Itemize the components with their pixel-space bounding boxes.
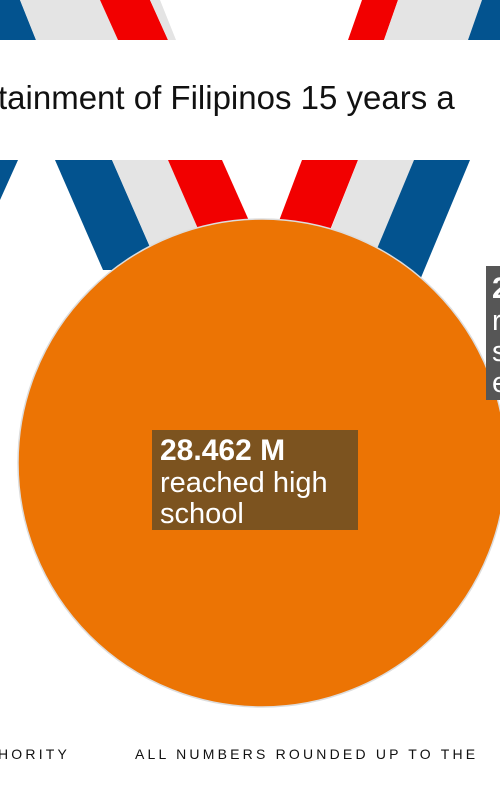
stripe (0, 0, 36, 40)
medal-label: school (160, 498, 244, 530)
side-label: s (492, 336, 500, 368)
stripe (55, 160, 160, 270)
medal-value: 28.462 M (160, 434, 285, 467)
label-box (152, 430, 358, 530)
stripe (348, 0, 398, 40)
side-label: r (492, 305, 500, 337)
stripe (468, 0, 500, 40)
side-box (486, 266, 500, 400)
title: tainment of Filipinos 15 years a (0, 79, 455, 116)
side-label: e (492, 367, 500, 399)
side-value: 2 (492, 272, 500, 305)
medal-label: reached high (160, 467, 328, 499)
stripe (364, 160, 470, 280)
stripe (0, 160, 18, 200)
top-ribbon (0, 0, 500, 40)
footer-note: ALL NUMBERS ROUNDED UP TO THE (135, 746, 478, 762)
stripe (150, 0, 176, 40)
stripe (384, 0, 482, 40)
stripe (20, 0, 118, 40)
stripe (100, 0, 168, 40)
footer-source: HORITY (0, 746, 70, 762)
